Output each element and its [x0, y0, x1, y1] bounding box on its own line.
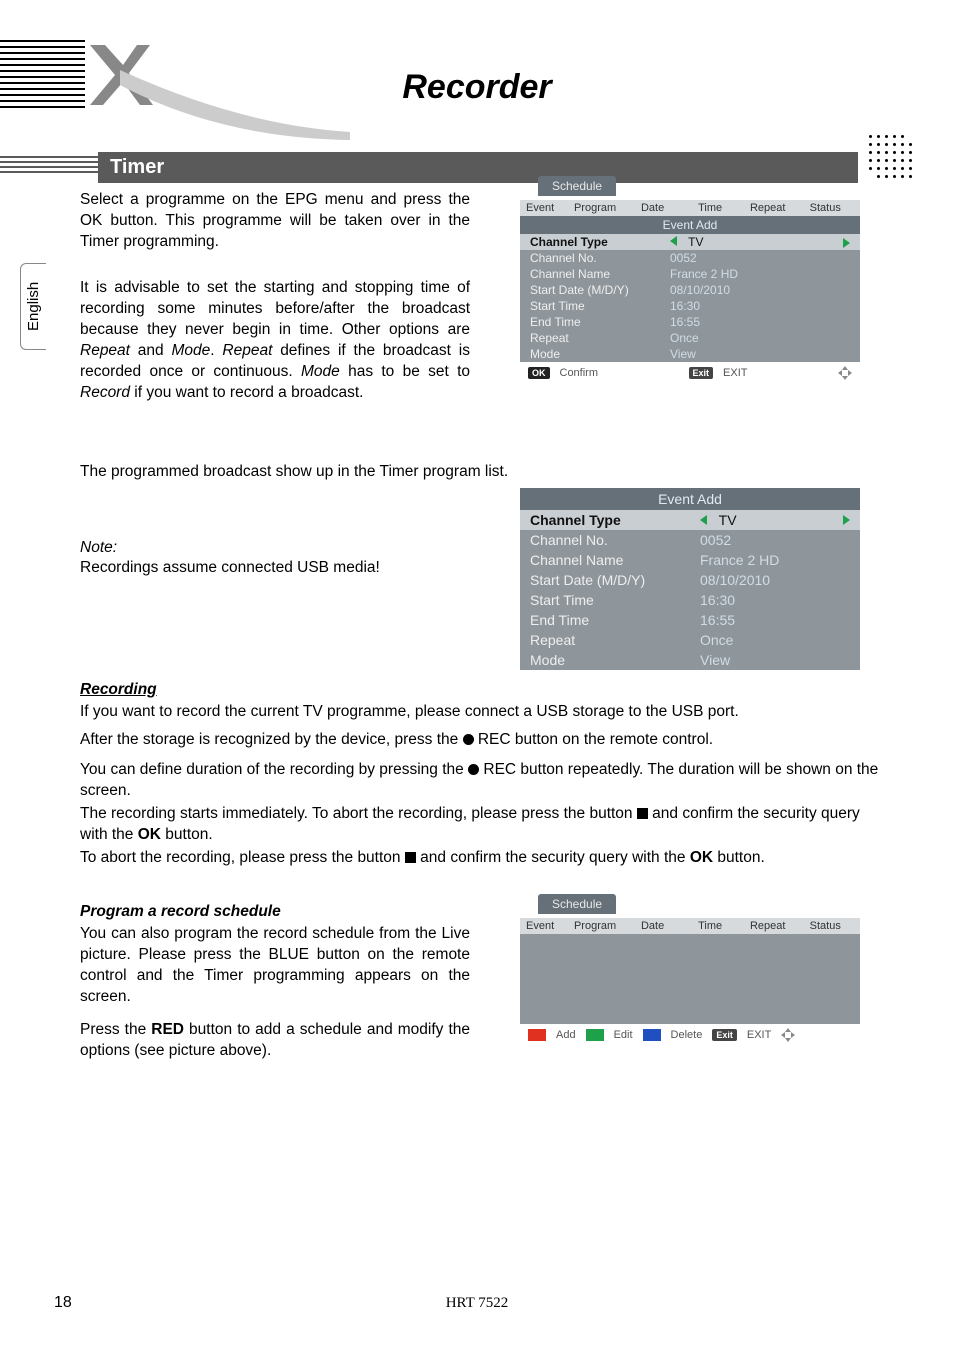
stop-square-icon [405, 852, 416, 863]
dot-grid-decoration [869, 135, 914, 180]
rec-p5: To abort the recording, please press the… [80, 848, 880, 869]
recording-heading: Recording [80, 680, 157, 701]
blue-color-key [643, 1029, 661, 1041]
nav-diamond-icon [838, 366, 852, 380]
stop-square-icon [637, 808, 648, 819]
green-color-key [586, 1029, 604, 1041]
paragraph-2: It is advisable to set the starting and … [80, 278, 470, 404]
osd2-title: Event Add [520, 488, 860, 510]
rec-p2: After the storage is recognized by the d… [80, 730, 880, 751]
section-title-bar: Timer [98, 152, 858, 183]
exit-key-icon: Exit [689, 367, 714, 379]
osd1-subtitle: Event Add [520, 216, 860, 234]
section-prelines [0, 156, 98, 176]
sched-p2: Press the RED button to add a schedule a… [80, 1020, 470, 1062]
rec-circle-icon [468, 764, 479, 775]
note-body: Recordings assume connected USB media! [80, 558, 380, 579]
osd3-tab: Schedule [538, 894, 616, 914]
rec-circle-icon [463, 734, 474, 745]
schedule-heading: Program a record schedule [80, 902, 281, 923]
rec-p3: You can define duration of the recording… [80, 760, 880, 802]
note-label: Note: [80, 538, 117, 559]
osd-schedule-empty: Schedule Event Program Date Time Repeat … [520, 918, 860, 1046]
sched-p1: You can also program the record schedule… [80, 924, 470, 1008]
osd1-bottom-bar: OK Confirm Exit EXIT [520, 362, 860, 384]
ok-key-icon: OK [528, 367, 550, 379]
red-color-key [528, 1029, 546, 1041]
paragraph-1: Select a programme on the EPG menu and p… [80, 190, 470, 253]
osd1-tab: Schedule [538, 176, 616, 196]
language-tab: English [20, 263, 46, 350]
exit-key-icon: Exit [712, 1029, 737, 1041]
paragraph-3: The programmed broadcast show up in the … [80, 462, 540, 483]
osd-eventadd-large: Event Add Channel Type TVChannel No.0052… [520, 488, 860, 670]
nav-diamond-icon [781, 1028, 795, 1042]
osd3-header-row: Event Program Date Time Repeat Status [520, 918, 860, 934]
chapter-title: Recorder [0, 68, 954, 107]
rec-p4: The recording starts immediately. To abo… [80, 804, 880, 846]
rec-p1: If you want to record the current TV pro… [80, 702, 880, 723]
osd3-bottom-bar: Add Edit Delete ExitEXIT [520, 1024, 860, 1046]
osd-schedule-eventadd: Schedule Event Program Date Time Repeat … [520, 200, 860, 384]
model-number: HRT 7522 [0, 1295, 954, 1312]
osd1-header-row: Event Program Date Time Repeat Status [520, 200, 860, 216]
